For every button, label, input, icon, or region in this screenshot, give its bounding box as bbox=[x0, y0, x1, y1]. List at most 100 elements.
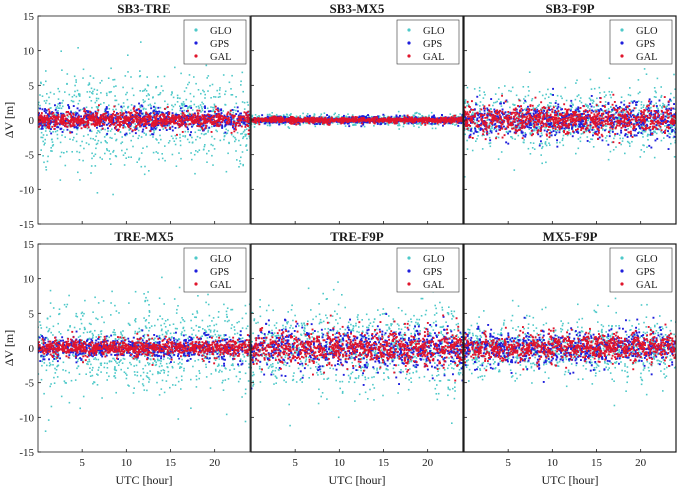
data-point bbox=[324, 117, 326, 120]
data-point bbox=[191, 158, 193, 161]
data-point bbox=[187, 120, 189, 123]
data-point bbox=[386, 120, 388, 123]
data-point bbox=[72, 120, 75, 122]
data-point bbox=[74, 90, 76, 93]
data-point bbox=[243, 118, 246, 121]
data-point bbox=[266, 113, 269, 116]
data-point bbox=[290, 122, 293, 125]
data-point bbox=[40, 136, 42, 139]
data-point bbox=[47, 114, 50, 117]
data-point bbox=[180, 124, 183, 127]
data-point bbox=[133, 110, 136, 112]
data-point bbox=[184, 124, 187, 127]
scatter-points bbox=[251, 110, 463, 130]
data-point bbox=[90, 130, 93, 133]
data-point bbox=[291, 122, 294, 125]
data-point bbox=[92, 112, 94, 115]
data-point bbox=[117, 128, 120, 131]
data-point bbox=[159, 114, 162, 116]
data-point bbox=[330, 116, 333, 119]
data-point bbox=[43, 120, 46, 123]
data-point bbox=[148, 94, 150, 96]
data-point bbox=[57, 98, 60, 100]
data-point bbox=[84, 124, 87, 127]
data-point bbox=[45, 118, 48, 120]
data-point bbox=[315, 117, 318, 120]
data-point bbox=[123, 120, 126, 123]
data-point bbox=[207, 75, 210, 77]
data-point bbox=[175, 165, 178, 167]
data-point bbox=[160, 120, 163, 123]
data-point bbox=[199, 129, 201, 132]
data-point bbox=[336, 123, 339, 125]
data-point bbox=[129, 132, 131, 135]
data-point bbox=[137, 123, 140, 126]
data-point bbox=[71, 131, 74, 134]
data-point bbox=[74, 84, 76, 87]
data-point bbox=[217, 113, 220, 116]
data-point bbox=[403, 114, 406, 117]
data-point bbox=[72, 113, 75, 116]
data-point bbox=[48, 110, 51, 113]
data-point bbox=[178, 126, 181, 128]
data-point bbox=[111, 116, 114, 119]
data-point bbox=[69, 138, 71, 140]
data-point bbox=[177, 116, 180, 119]
data-point bbox=[145, 112, 148, 115]
data-point bbox=[207, 110, 210, 113]
data-point bbox=[182, 120, 184, 123]
data-point bbox=[262, 118, 265, 120]
data-point bbox=[53, 113, 56, 116]
data-point bbox=[323, 120, 326, 123]
data-point bbox=[223, 119, 226, 122]
data-point bbox=[77, 123, 80, 126]
data-point bbox=[209, 120, 212, 123]
data-point bbox=[211, 123, 213, 126]
data-point bbox=[357, 116, 360, 119]
data-point bbox=[183, 109, 186, 112]
data-point bbox=[216, 120, 218, 122]
data-point bbox=[251, 119, 253, 122]
data-point bbox=[144, 125, 147, 128]
data-point bbox=[63, 115, 66, 118]
data-point bbox=[106, 94, 108, 97]
data-point bbox=[144, 118, 147, 120]
y-tick-label: 5 bbox=[29, 80, 35, 92]
data-point bbox=[126, 119, 129, 122]
data-point bbox=[453, 114, 456, 117]
data-point bbox=[212, 110, 214, 113]
data-point bbox=[244, 129, 246, 131]
data-point bbox=[121, 136, 123, 138]
data-point bbox=[50, 132, 53, 135]
data-point bbox=[384, 119, 387, 121]
data-point bbox=[172, 137, 174, 140]
data-point bbox=[60, 117, 63, 120]
data-point bbox=[168, 116, 170, 118]
data-point bbox=[138, 111, 141, 114]
data-point bbox=[131, 115, 134, 118]
data-point bbox=[227, 129, 229, 132]
data-point bbox=[382, 113, 385, 116]
data-point bbox=[165, 129, 168, 131]
data-point bbox=[44, 119, 47, 122]
data-point bbox=[323, 112, 326, 114]
data-point bbox=[426, 118, 429, 121]
data-point bbox=[285, 116, 288, 118]
data-point bbox=[187, 128, 189, 131]
data-point bbox=[176, 94, 179, 97]
data-point bbox=[216, 123, 218, 126]
data-point bbox=[209, 121, 212, 124]
data-point bbox=[212, 164, 214, 166]
data-point bbox=[157, 118, 159, 120]
data-point bbox=[185, 110, 188, 113]
data-point bbox=[98, 130, 100, 132]
data-point bbox=[247, 116, 250, 119]
data-point bbox=[265, 120, 268, 123]
data-point bbox=[39, 107, 41, 110]
data-point bbox=[117, 117, 120, 120]
data-point bbox=[38, 103, 39, 106]
data-point bbox=[191, 121, 194, 124]
data-point bbox=[242, 137, 244, 140]
data-point bbox=[241, 101, 244, 103]
data-point bbox=[120, 109, 123, 112]
